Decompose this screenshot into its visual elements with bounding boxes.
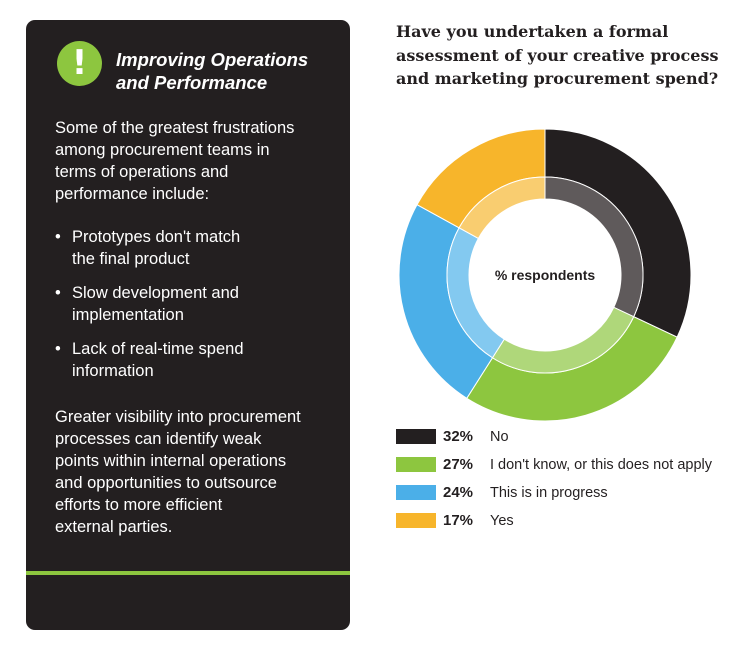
legend-swatch <box>396 457 436 472</box>
legend-value: 24% <box>443 484 474 501</box>
legend-swatch <box>396 513 436 528</box>
panel-intro-text: Some of the greatest frustrations among … <box>55 119 295 203</box>
legend-value: 32% <box>443 428 474 445</box>
chart-legend: 32% No 27% I don't know, or this does no… <box>396 426 746 538</box>
list-item-text: Prototypes don't match the final product <box>72 228 241 268</box>
donut-center <box>469 199 621 351</box>
panel-title: Improving Operations and Performance <box>116 49 309 93</box>
frustrations-list: • Prototypes don't match the final produc… <box>55 226 335 394</box>
legend-swatch <box>396 485 436 500</box>
legend-item: 24% This is in progress <box>396 482 746 510</box>
list-item-text: Slow development and implementation <box>72 284 239 324</box>
donut-chart: % respondents <box>398 128 692 422</box>
legend-value: 27% <box>443 456 474 473</box>
donut-center-label: % respondents <box>495 267 596 283</box>
list-item: • Prototypes don't match the final produc… <box>55 226 335 270</box>
legend-label: I don't know, or this does not apply <box>490 457 713 473</box>
chart-title: Have you undertaken a formal assessment … <box>396 22 719 88</box>
panel-outro-text: Greater visibility into procurement proc… <box>55 408 301 536</box>
bullet-icon: • <box>55 228 61 246</box>
panel-divider <box>26 571 350 575</box>
list-item: • Lack of real-time spend information <box>55 338 335 382</box>
bullet-icon: • <box>55 340 61 358</box>
legend-swatch <box>396 429 436 444</box>
legend-item: 17% Yes <box>396 510 746 538</box>
list-item-text: Lack of real-time spend information <box>72 340 244 380</box>
info-panel: ! Improving Operations and Performance S… <box>26 20 350 630</box>
exclamation-icon: ! <box>57 41 102 86</box>
legend-value: 17% <box>443 512 474 529</box>
legend-label: This is in progress <box>490 485 608 501</box>
legend-label: No <box>490 429 509 445</box>
list-item: • Slow development and implementation <box>55 282 335 326</box>
legend-label: Yes <box>490 513 514 529</box>
bullet-icon: • <box>55 284 61 302</box>
legend-item: 32% No <box>396 426 746 454</box>
legend-item: 27% I don't know, or this does not apply <box>396 454 746 482</box>
